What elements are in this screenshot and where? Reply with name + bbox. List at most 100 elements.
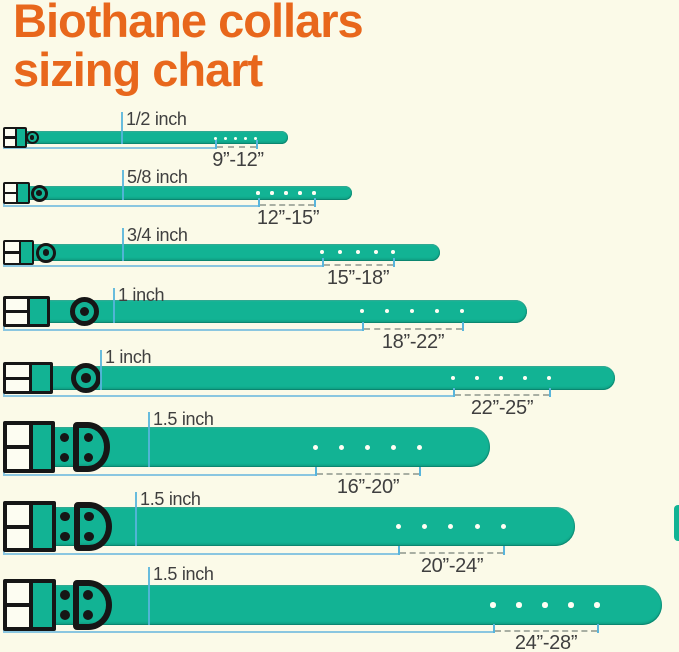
o-ring-icon	[69, 297, 99, 326]
size-range-label: 22”-25”	[470, 397, 534, 419]
collar-hole	[522, 375, 528, 381]
rivet-icon	[60, 610, 70, 620]
buckle-center-bar	[6, 310, 30, 313]
bracket-tick-mid	[215, 140, 217, 149]
rivet-icon	[59, 432, 69, 442]
collar-strap	[12, 186, 352, 200]
width-label-tick	[148, 567, 150, 625]
bracket-dashed-line	[217, 146, 256, 148]
bracket-tick-mid	[493, 624, 495, 633]
bracket-tick-end	[549, 388, 551, 397]
collar-hole	[474, 523, 480, 529]
collar-hole	[243, 136, 247, 140]
collar-hole	[409, 308, 415, 314]
o-ring-pin	[81, 373, 91, 383]
bracket-tick-end	[462, 322, 464, 331]
size-range-label: 24”-28”	[514, 632, 578, 652]
bracket-tick-left	[3, 324, 5, 330]
bracket-line	[3, 474, 315, 476]
width-label: 1 inch	[118, 285, 165, 305]
collar-hole	[447, 523, 453, 529]
width-label-tick	[135, 492, 137, 546]
collar-hole	[474, 375, 480, 381]
collar-hole	[391, 250, 395, 254]
collar-hole	[270, 191, 274, 195]
collar-hole	[213, 136, 217, 140]
width-label: 3/4 inch	[127, 225, 188, 245]
o-ring-pin	[29, 135, 35, 140]
collar-hole	[233, 136, 237, 140]
rivet-icon	[84, 511, 94, 522]
buckle-frame	[3, 182, 30, 204]
collar-hole	[253, 136, 257, 140]
buckle-frame	[3, 362, 53, 394]
collar-hole	[359, 308, 365, 314]
collar-hole	[416, 444, 422, 450]
bracket-dashed-line	[364, 328, 462, 330]
collar-hole	[384, 308, 390, 314]
collar-hole	[356, 250, 360, 254]
d-ring-icon	[73, 422, 110, 472]
bracket-line	[3, 631, 493, 633]
buckle-center-bar	[7, 603, 34, 607]
width-label: 1.5 inch	[153, 564, 214, 584]
collar-hole	[298, 191, 302, 195]
size-range-label: 12”-15”	[256, 207, 320, 229]
size-range-label: 15”-18”	[326, 267, 390, 289]
rivet-icon	[83, 432, 93, 442]
collar-hole	[500, 523, 506, 529]
collar-hole	[338, 444, 344, 450]
rivet-icon	[83, 610, 93, 620]
rivet-icon	[83, 590, 93, 600]
bracket-dashed-line	[324, 264, 393, 266]
collar-strap	[12, 300, 527, 323]
buckle-frame	[3, 296, 50, 327]
width-label-tick	[122, 228, 124, 261]
bracket-line	[3, 147, 215, 149]
bracket-line	[3, 265, 322, 267]
width-label-tick	[113, 288, 115, 323]
collar-hole	[374, 250, 378, 254]
collar-hole	[312, 191, 316, 195]
bracket-tick-mid	[315, 467, 317, 476]
buckle-frame	[3, 579, 56, 631]
bracket-dashed-line	[400, 552, 503, 554]
bracket-tick-mid	[453, 388, 455, 397]
size-range-label: 20”-24”	[420, 555, 484, 577]
bracket-line	[3, 329, 362, 331]
width-label: 1.5 inch	[153, 409, 214, 429]
d-ring-icon	[74, 502, 112, 551]
bracket-tick-end	[503, 546, 505, 555]
chart-title-line1: Biothane collars	[13, 0, 364, 47]
collar-edge-sliver	[674, 505, 679, 541]
bracket-tick-end	[256, 140, 258, 149]
size-range-label: 9”-12”	[212, 149, 264, 171]
width-label-tick	[122, 170, 124, 200]
buckle-center-bar	[6, 376, 32, 380]
collar-hole	[594, 602, 600, 608]
bracket-tick-mid	[362, 322, 364, 331]
o-ring-pin	[36, 190, 42, 196]
collar-hole	[568, 602, 574, 608]
buckle-strap-pass	[26, 299, 47, 324]
collar-strap	[12, 244, 440, 261]
size-range-label: 16”-20”	[336, 476, 400, 498]
buckle-center-bar	[5, 191, 19, 195]
buckle-center-bar	[7, 524, 34, 529]
collar-hole	[395, 523, 401, 529]
collar-hole	[256, 191, 260, 195]
bracket-tick-end	[419, 467, 421, 476]
collar-hole	[459, 308, 465, 314]
collar-strap	[12, 585, 662, 625]
collar-hole	[546, 375, 552, 381]
buckle-strap-pass	[28, 365, 50, 391]
width-label: 1.5 inch	[140, 489, 201, 509]
width-label: 1/2 inch	[126, 109, 187, 129]
size-range-label: 18”-22”	[381, 331, 445, 353]
buckle-center-bar	[7, 445, 33, 449]
width-label: 1 inch	[105, 347, 152, 367]
collar-hole	[516, 602, 522, 608]
width-label: 5/8 inch	[127, 167, 188, 187]
collar-hole	[450, 375, 456, 381]
